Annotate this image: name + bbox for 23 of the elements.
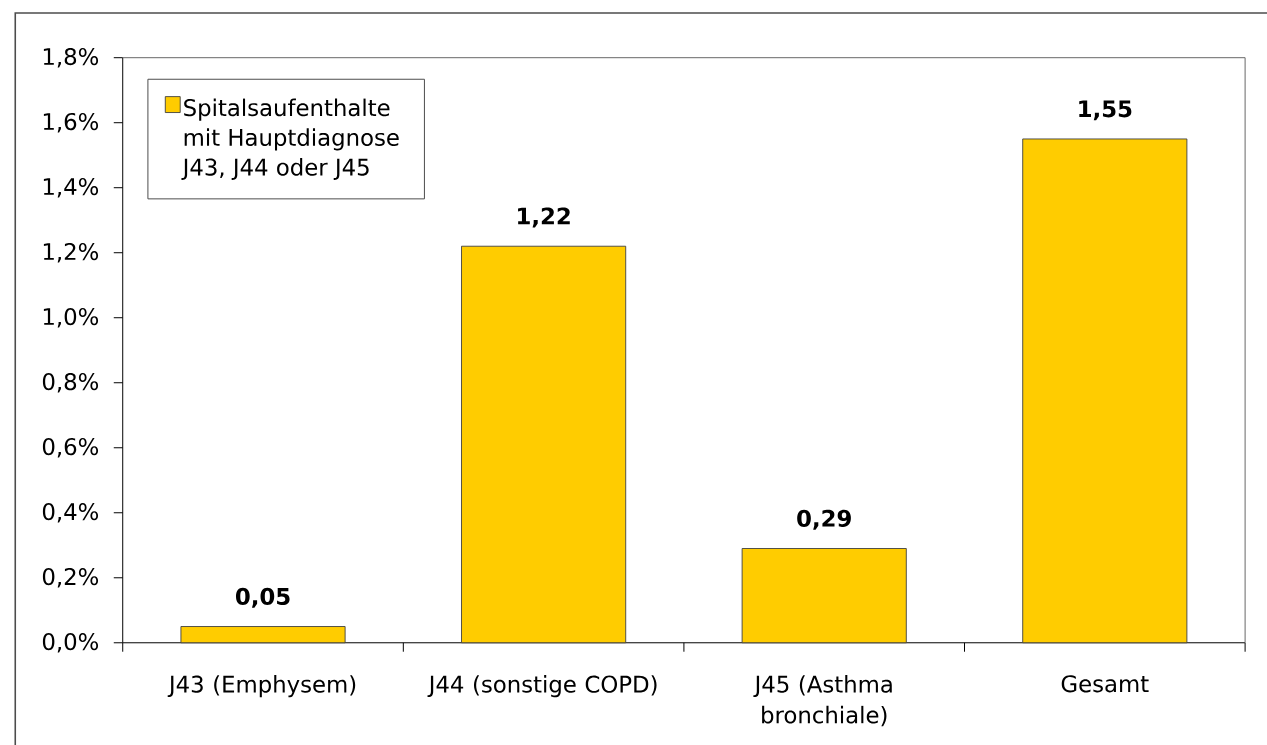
- y-tick-label: 0,6%: [42, 437, 99, 458]
- y-tick-label: 0,0%: [42, 632, 99, 653]
- x-tick-label: J44 (sonstige COPD): [427, 675, 657, 698]
- y-tick-label: 1,4%: [43, 177, 99, 198]
- bar: [1022, 138, 1188, 644]
- bar: [741, 547, 907, 644]
- data-label: 0,29: [797, 509, 851, 530]
- data-label: 1,22: [518, 207, 570, 228]
- data-label: 0,05: [235, 587, 290, 608]
- x-tick-label: J45 (Asthma bronchiale): [753, 675, 892, 727]
- data-label: 1,55: [1079, 100, 1132, 121]
- y-tick-label: 0,4%: [42, 502, 99, 523]
- x-tick-label: Gesamt: [1061, 675, 1149, 693]
- x-tick-label: J43 (Emphysem): [167, 675, 356, 698]
- bar: [461, 245, 627, 644]
- bar: [180, 625, 346, 644]
- legend-label: Spitalsaufenthalte mit Hauptdiagnose J43, J44 oder J45: [181, 98, 399, 180]
- y-tick-label: 1,2%: [43, 242, 99, 263]
- y-tick-label: 0,8%: [42, 372, 99, 393]
- y-tick-label: 1,8%: [43, 47, 99, 68]
- y-tick-label: 1,6%: [43, 112, 99, 133]
- y-tick-label: 1,0%: [43, 307, 99, 328]
- y-tick-label: 0,2%: [42, 567, 99, 588]
